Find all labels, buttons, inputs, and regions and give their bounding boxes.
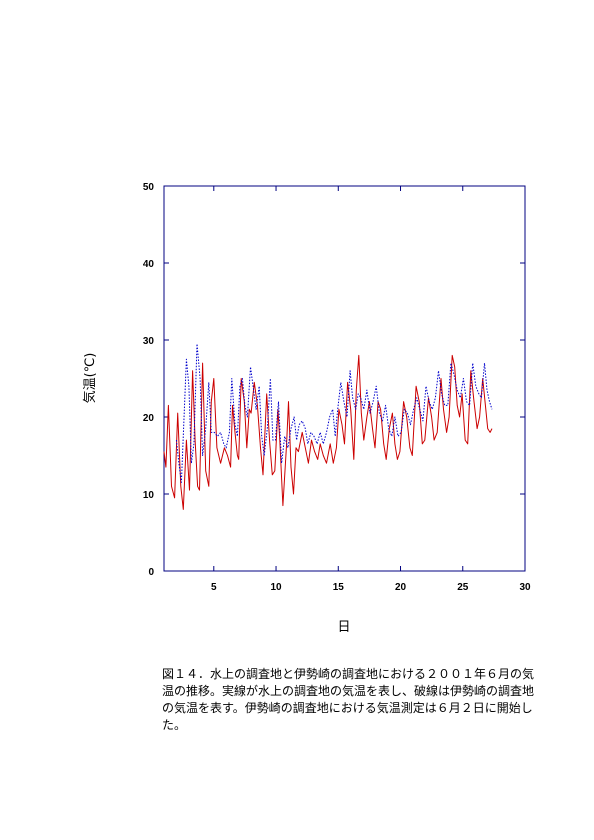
figure-caption: 図１４．水上の調査地と伊勢崎の調査地における２００１年６月の気温の推移。実線が水… (162, 667, 535, 732)
x-tick-label: 30 (519, 582, 531, 593)
y-tick-label: 0 (148, 567, 154, 578)
y-tick-label: 10 (143, 490, 155, 501)
y-tick-label: 40 (143, 259, 155, 270)
x-tick-label: 25 (457, 582, 469, 593)
y-axis-label: 気温(℃) (82, 353, 98, 404)
tick-labels: 0 10 20 30 40 50 5 10 15 20 25 30 (143, 182, 531, 593)
y-tick-label: 50 (143, 182, 155, 193)
x-tick-label: 15 (333, 582, 345, 593)
y-tick-label: 30 (143, 336, 155, 347)
temperature-chart: 0 10 20 30 40 50 5 10 15 20 25 30 気温(℃) 日 (82, 182, 531, 635)
x-tick-label: 5 (211, 582, 217, 593)
x-tick-label: 10 (270, 582, 282, 593)
x-axis-label: 日 (337, 620, 350, 635)
series-lines (163, 343, 493, 510)
axis-ticks (164, 186, 525, 571)
dotted-temperature-line (175, 343, 493, 483)
solid-temperature-line (163, 354, 493, 510)
y-tick-label: 20 (143, 413, 155, 424)
plot-frame (163, 185, 526, 572)
x-tick-label: 20 (395, 582, 407, 593)
